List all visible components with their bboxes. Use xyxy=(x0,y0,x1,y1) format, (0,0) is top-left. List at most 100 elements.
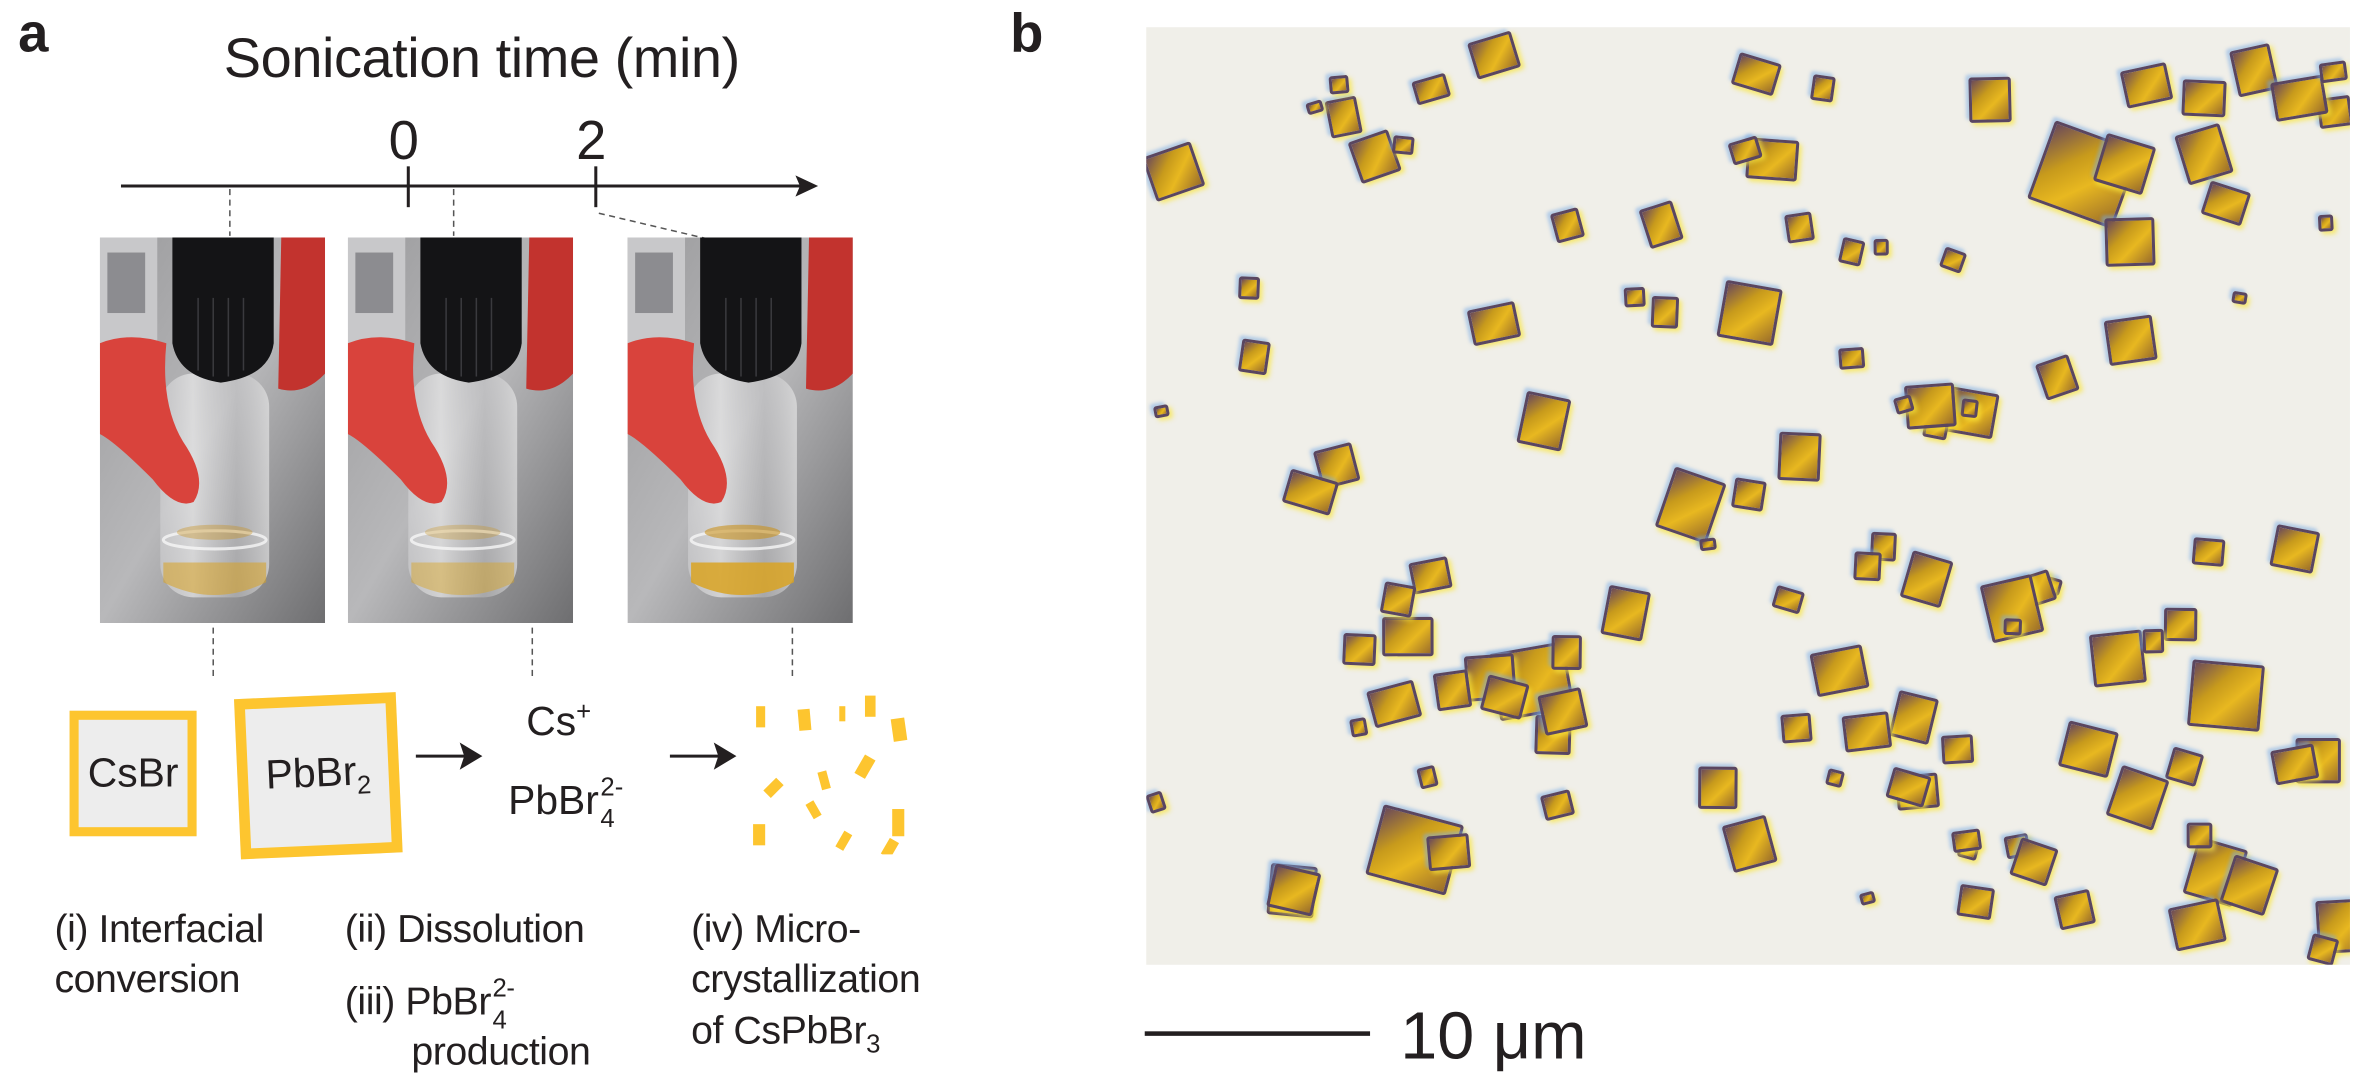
step-iv-line3-subscript: 3 xyxy=(866,1029,881,1058)
pbbr2-base: PbBr xyxy=(264,747,358,797)
crystal xyxy=(1466,300,1522,346)
step-i-line2: conversion xyxy=(54,956,241,1002)
microcrystal-mark xyxy=(805,800,822,820)
step-ii-caption: (ii) Dissolution xyxy=(345,904,585,954)
microcrystal-mark xyxy=(890,717,908,742)
crystal xyxy=(2269,524,2320,576)
crystal xyxy=(1887,689,1939,746)
arrowhead-icon xyxy=(459,742,483,770)
crystal xyxy=(1651,296,1680,329)
tick-label-2: 2 xyxy=(576,108,607,171)
microcrystal-mark xyxy=(880,837,900,855)
crystal xyxy=(2105,216,2156,266)
crystal xyxy=(1341,632,1376,666)
crystal xyxy=(1146,140,1206,202)
crystal xyxy=(1837,347,1865,371)
vial-photo-1 xyxy=(99,237,326,624)
pbbr2-subscript: 2 xyxy=(356,769,372,800)
crystal xyxy=(1324,95,1362,139)
cs-ion-charge: + xyxy=(576,697,592,726)
crystal xyxy=(2185,823,2212,850)
microcrystal-mark xyxy=(756,706,766,728)
crystal xyxy=(2052,888,2097,931)
crystal xyxy=(1637,199,1684,249)
crystal xyxy=(1810,73,1837,102)
tick-label-0: 0 xyxy=(388,108,419,171)
crystal xyxy=(1699,538,1718,553)
microcrystal-mark xyxy=(753,824,766,846)
cs-ion: Cs+ xyxy=(526,699,591,743)
crystal xyxy=(1730,477,1766,513)
crystal xyxy=(1425,832,1471,871)
crystal xyxy=(1328,74,1350,96)
crystal xyxy=(1549,207,1586,244)
cs-ion-base: Cs xyxy=(526,698,577,745)
crystal xyxy=(1825,768,1846,788)
crystal xyxy=(1873,238,1890,256)
step-i-caption: (i) Interfacial conversion xyxy=(54,904,264,1005)
crystal xyxy=(1624,286,1647,307)
crystal xyxy=(1899,550,1954,610)
crystal xyxy=(1969,76,2014,122)
crystal xyxy=(1838,236,1867,267)
crystal xyxy=(1599,584,1651,643)
vial-photo-2 xyxy=(347,237,574,624)
crystal xyxy=(1415,764,1438,789)
crystal xyxy=(2168,897,2229,952)
microcrystal-mark xyxy=(763,777,784,799)
csbr-crystal-box: CsBr xyxy=(69,710,197,837)
crystal xyxy=(1516,391,1572,452)
dashed-connector xyxy=(598,212,708,240)
step-ii-line1: (ii) Dissolution xyxy=(344,905,585,952)
crystal xyxy=(1379,580,1417,618)
crystal xyxy=(1381,617,1433,657)
step-iii-line2: production xyxy=(411,1028,591,1075)
crystal xyxy=(2180,79,2227,119)
crystal xyxy=(1858,890,1877,907)
microcrystal-mark xyxy=(839,706,846,722)
crystal xyxy=(1432,668,1473,711)
crystal xyxy=(1777,431,1823,483)
pbbr4-base: PbBr xyxy=(508,777,599,823)
crystal xyxy=(1853,551,1883,581)
crystal xyxy=(2002,618,2022,636)
microcrystal-mark xyxy=(892,809,905,837)
crystal xyxy=(1366,679,1424,730)
step-iv-caption: (iv) Micro- crystallization of CsPbBr3 xyxy=(691,904,921,1060)
crystal xyxy=(1539,789,1575,823)
crystal xyxy=(1146,789,1168,814)
crystal xyxy=(2201,179,2252,226)
step-i-line1: (i) Interfacial xyxy=(54,905,264,952)
crystal xyxy=(1950,828,1982,854)
crystal xyxy=(1721,815,1779,874)
crystal xyxy=(2088,630,2147,688)
crystal xyxy=(2143,629,2166,654)
crystal xyxy=(1809,644,1870,698)
crystal xyxy=(1939,246,1969,275)
step-iv-line3-base: of CsPbBr xyxy=(691,1006,867,1052)
scale-bar-label: 10 μm xyxy=(1400,999,1587,1074)
crystal xyxy=(1779,713,1813,745)
reaction-arrows xyxy=(415,742,737,770)
step-iii-charge: 2- xyxy=(492,974,515,1003)
crystal xyxy=(2174,123,2235,186)
crystal xyxy=(1410,73,1451,107)
pbbr2-label: PbBr2 xyxy=(264,747,372,801)
crystal xyxy=(2120,61,2174,109)
microcrystal-mark xyxy=(817,770,831,791)
step-iv-line2: crystallization xyxy=(691,956,921,1002)
microcrystal-mark xyxy=(864,695,876,717)
vial-photo-3 xyxy=(627,237,853,624)
crystal xyxy=(2058,720,2120,779)
crystal xyxy=(1940,734,1974,766)
crystal xyxy=(1237,276,1261,300)
pbbr4-ion: PbBr 2- 4 xyxy=(508,774,623,831)
step-iv-line1: (iv) Micro- xyxy=(691,905,861,952)
crystal xyxy=(1698,766,1739,810)
step-iii-line1: (iii) PbBr 2- 4 xyxy=(345,974,591,1033)
crystal xyxy=(1391,134,1415,155)
crystal xyxy=(1716,279,1783,347)
crystal xyxy=(1537,686,1590,735)
microcrystals-illustration xyxy=(753,695,908,855)
crystal xyxy=(2163,746,2204,789)
